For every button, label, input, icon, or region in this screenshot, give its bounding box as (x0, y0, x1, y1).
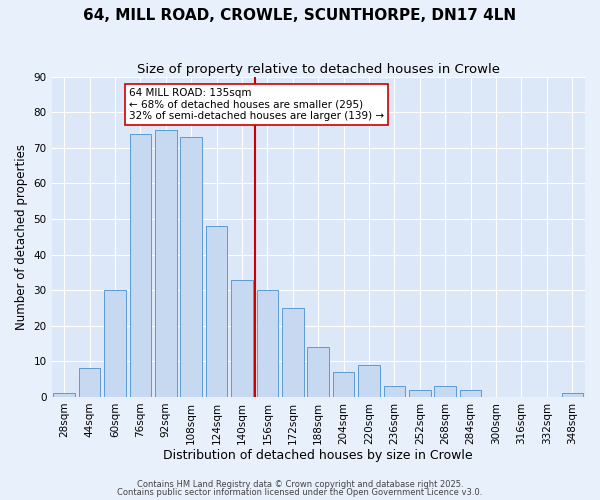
Bar (562, 394, 583, 397)
Text: Contains HM Land Registry data © Crown copyright and database right 2025.: Contains HM Land Registry data © Crown c… (137, 480, 463, 489)
Text: 64 MILL ROAD: 135sqm
← 68% of detached houses are smaller (295)
32% of semi-deta: 64 MILL ROAD: 135sqm ← 68% of detached h… (129, 88, 384, 121)
Bar (79, 368, 100, 397)
Bar (409, 390, 431, 397)
Bar (231, 280, 253, 397)
Bar (104, 290, 126, 397)
Bar (155, 130, 176, 397)
Bar (307, 347, 329, 397)
Title: Size of property relative to detached houses in Crowle: Size of property relative to detached ho… (137, 62, 500, 76)
Bar (383, 386, 405, 397)
Bar (257, 290, 278, 397)
Bar (333, 372, 355, 397)
Y-axis label: Number of detached properties: Number of detached properties (15, 144, 28, 330)
Bar (358, 365, 380, 397)
Text: 64, MILL ROAD, CROWLE, SCUNTHORPE, DN17 4LN: 64, MILL ROAD, CROWLE, SCUNTHORPE, DN17 … (83, 8, 517, 22)
Bar (434, 386, 456, 397)
Bar (206, 226, 227, 397)
Bar (181, 137, 202, 397)
Bar (130, 134, 151, 397)
Bar (53, 394, 75, 397)
Bar (282, 308, 304, 397)
Text: Contains public sector information licensed under the Open Government Licence v3: Contains public sector information licen… (118, 488, 482, 497)
X-axis label: Distribution of detached houses by size in Crowle: Distribution of detached houses by size … (163, 450, 473, 462)
Bar (460, 390, 481, 397)
